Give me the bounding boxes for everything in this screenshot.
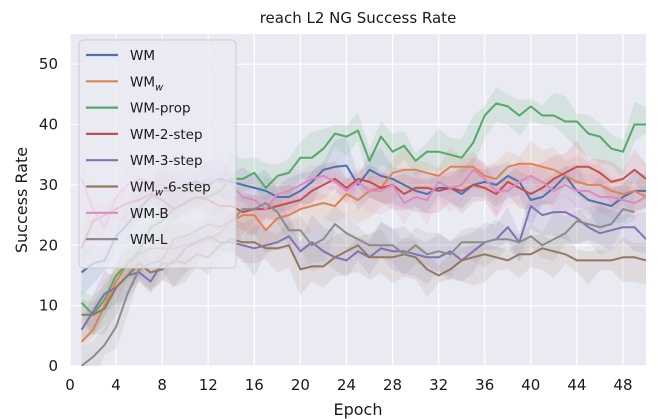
x-tick-label: 16: [245, 376, 264, 394]
legend-label-main: WM-prop: [130, 101, 191, 117]
legend-label-1: WMw: [130, 74, 164, 93]
legend-label-7: WM-L: [130, 232, 168, 248]
legend-label-3: WM-2-step: [130, 127, 203, 143]
legend-label-main: WM: [130, 48, 155, 64]
legend: WMWMwWM-propWM-2-stepWM-3-stepWMw-6-step…: [78, 39, 237, 269]
legend-label-0: WM: [130, 48, 155, 64]
x-tick-label: 4: [111, 376, 121, 394]
legend-label-5: WMw-6-step: [130, 180, 211, 199]
legend-label-4: WM-3-step: [130, 153, 203, 169]
x-tick-label: 12: [199, 376, 218, 394]
y-tick-label: 0: [48, 357, 58, 375]
y-tick-label: 50: [39, 55, 58, 73]
legend-label-2: WM-prop: [130, 101, 191, 117]
series-band-1: [81, 140, 646, 351]
y-tick-label: 30: [39, 176, 58, 194]
legend-label-main: WM-B: [130, 206, 169, 222]
x-tick-label: 0: [65, 376, 75, 394]
x-tick-label: 28: [383, 376, 402, 394]
x-tick-label: 40: [521, 376, 540, 394]
legend-box: [78, 39, 237, 269]
x-tick-label: 36: [475, 376, 494, 394]
legend-label-suffix: -6-step: [163, 180, 211, 196]
legend-label-subscript: w: [155, 82, 164, 93]
x-axis-label: Epoch: [334, 400, 383, 419]
y-axis-label: Success Rate: [12, 147, 31, 253]
legend-label-main: WM-L: [130, 232, 168, 248]
x-tick-label: 8: [157, 376, 167, 394]
chart-title: reach L2 NG Success Rate: [260, 9, 457, 27]
y-tick-label: 40: [39, 116, 58, 134]
legend-label-main: WM-2-step: [130, 127, 203, 143]
x-tick-label: 32: [429, 376, 448, 394]
x-tick-label: 24: [337, 376, 356, 394]
y-tick-label: 20: [39, 236, 58, 254]
legend-label-main: WM: [130, 180, 155, 196]
series-band-2: [81, 87, 646, 336]
x-tick-label: 48: [613, 376, 632, 394]
legend-label-6: WM-B: [130, 206, 169, 222]
legend-label-main: WM-3-step: [130, 153, 203, 169]
legend-label-main: WM: [130, 74, 155, 90]
x-tick-label: 20: [291, 376, 310, 394]
legend-label-subscript: w: [155, 188, 164, 199]
y-tick-label: 10: [39, 297, 58, 315]
x-tick-label: 44: [567, 376, 586, 394]
